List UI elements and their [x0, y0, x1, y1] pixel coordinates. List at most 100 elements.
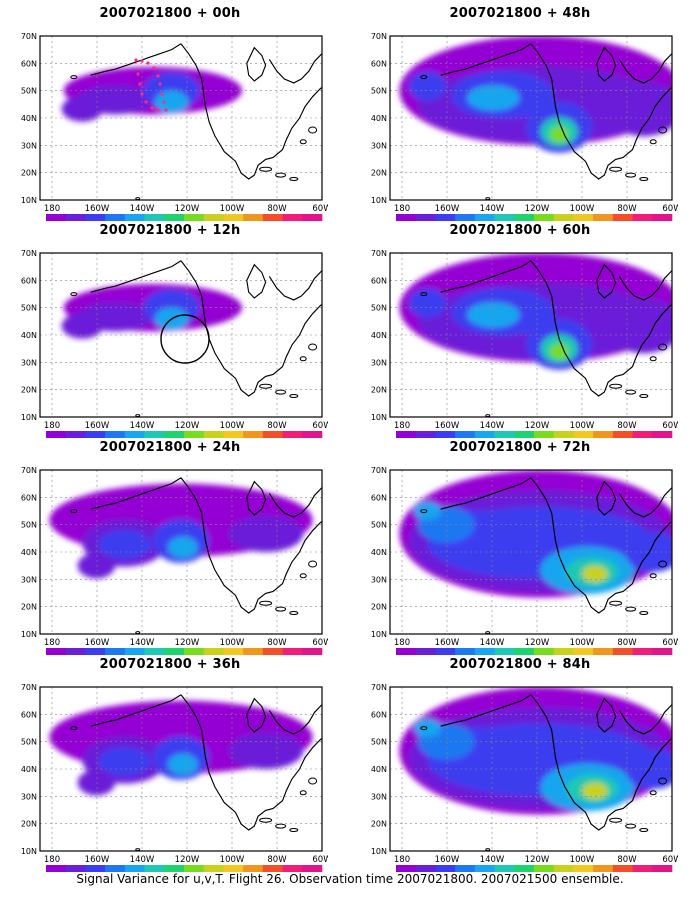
- colorbar-swatch: [455, 648, 476, 655]
- variance-contour: [154, 90, 189, 113]
- observation-dot: [156, 74, 160, 78]
- latitude-label: 50N: [21, 521, 37, 530]
- longitude-label: 60W: [662, 638, 678, 648]
- longitude-label: 180: [394, 204, 410, 214]
- longitude-label: 100W: [570, 204, 595, 214]
- coastline: [440, 694, 672, 831]
- colorbar-swatch: [632, 648, 653, 655]
- latitude-label: 20N: [21, 169, 37, 178]
- island-outline: [259, 166, 273, 172]
- colorbar-swatch: [105, 214, 126, 221]
- longitude-label: 120W: [175, 855, 200, 865]
- colorbar-swatch: [474, 214, 495, 221]
- latitude-label: 60N: [21, 710, 37, 719]
- island-outline: [308, 126, 318, 134]
- latitude-label: 30N: [21, 792, 37, 801]
- island-outline: [658, 777, 668, 785]
- island-outline: [289, 828, 299, 832]
- map-grid: [40, 36, 322, 200]
- colorbar-swatch: [573, 431, 594, 438]
- colorbar-swatch: [144, 431, 165, 438]
- latitude-label: 50N: [21, 738, 37, 747]
- island-outline: [658, 343, 668, 351]
- island-outline: [70, 726, 78, 731]
- island-outline: [658, 126, 668, 134]
- panel-title: 2007021800 + 24h: [99, 440, 241, 455]
- longitude-label: 100W: [570, 638, 595, 648]
- island-outline: [420, 726, 428, 731]
- longitude-label: 180: [44, 855, 60, 865]
- colorbar-swatch: [144, 648, 165, 655]
- colorbar-swatch: [105, 648, 126, 655]
- colorbar-swatch: [652, 431, 673, 438]
- variance-contour: [408, 71, 447, 101]
- island-outline: [639, 828, 649, 832]
- colorbar: 1.62.23.145.16.37.591114212940: [396, 648, 673, 655]
- longitude-label: 100W: [570, 855, 595, 865]
- latitude-label: 40N: [371, 765, 387, 774]
- panel-title: 2007021800 + 60h: [449, 223, 591, 238]
- latitude-label: 10N: [371, 196, 387, 205]
- colorbar-swatch: [124, 431, 145, 438]
- map-frame: [389, 686, 673, 852]
- colorbar-swatch: [573, 214, 594, 221]
- variance-field: [40, 470, 322, 634]
- observation-dot: [152, 66, 156, 70]
- island-outline: [609, 600, 623, 606]
- map-frame: [39, 469, 323, 635]
- latitude-label: 40N: [21, 114, 37, 123]
- latitude-label: 40N: [21, 765, 37, 774]
- longitude-label: 80W: [617, 855, 637, 865]
- colorbar-swatch: [396, 865, 417, 872]
- colorbar-swatch: [124, 214, 145, 221]
- latitude-label: 20N: [371, 820, 387, 829]
- colorbar-swatch: [593, 214, 614, 221]
- island-outline: [649, 573, 657, 579]
- island-outline: [609, 383, 623, 389]
- colorbar: 1.62.23.145.16.37.591114212940: [46, 214, 323, 221]
- island-outline: [289, 611, 299, 615]
- colorbar-swatch: [46, 648, 67, 655]
- coastline: [440, 260, 672, 397]
- island-outline: [299, 139, 307, 145]
- colorbar-swatch: [262, 431, 283, 438]
- latitude-label: 60N: [371, 59, 387, 68]
- observation-dot: [158, 82, 162, 86]
- longitude-label: 100W: [570, 421, 595, 431]
- longitude-label: 160W: [85, 421, 110, 431]
- colorbar-swatch: [652, 648, 673, 655]
- map-grid: [40, 687, 322, 851]
- longitude-label: 140W: [130, 638, 155, 648]
- colorbar: 1.62.23.145.16.37.591114212940: [396, 431, 673, 438]
- colorbar: 1.62.23.145.16.37.591114212940: [396, 865, 673, 872]
- island-outline: [299, 573, 307, 579]
- colorbar-swatch: [652, 214, 673, 221]
- variance-contour: [549, 343, 569, 360]
- latitude-label: 30N: [371, 358, 387, 367]
- colorbar-swatch: [612, 214, 633, 221]
- colorbar-swatch: [184, 648, 205, 655]
- longitude-label: 60W: [312, 855, 328, 865]
- observation-dot: [146, 61, 150, 65]
- colorbar-swatch: [243, 214, 264, 221]
- observation-dot: [140, 59, 144, 63]
- latitude-label: 60N: [21, 276, 37, 285]
- variance-contour: [228, 515, 304, 552]
- colorbar: 1.62.23.145.16.37.591114212940: [46, 648, 323, 655]
- island-outline: [639, 394, 649, 398]
- variance-contour: [408, 288, 447, 318]
- latitude-label: 50N: [371, 738, 387, 747]
- island-outline: [625, 606, 637, 612]
- colorbar-swatch: [396, 431, 417, 438]
- latitude-label: 60N: [371, 493, 387, 502]
- colorbar-swatch: [514, 214, 535, 221]
- forecast-panel: 2007021800 + 36h 70N 60N 50N 40N 30N 20N 10N 180…: [8, 657, 328, 873]
- colorbar-swatch: [203, 865, 224, 872]
- latitude-label: 40N: [21, 331, 37, 340]
- latitude-label: 70N: [371, 466, 387, 475]
- longitude-label: 120W: [175, 421, 200, 431]
- coastline: [90, 260, 322, 397]
- colorbar-swatch: [415, 214, 436, 221]
- island-outline: [259, 817, 273, 823]
- colorbar-swatch: [184, 431, 205, 438]
